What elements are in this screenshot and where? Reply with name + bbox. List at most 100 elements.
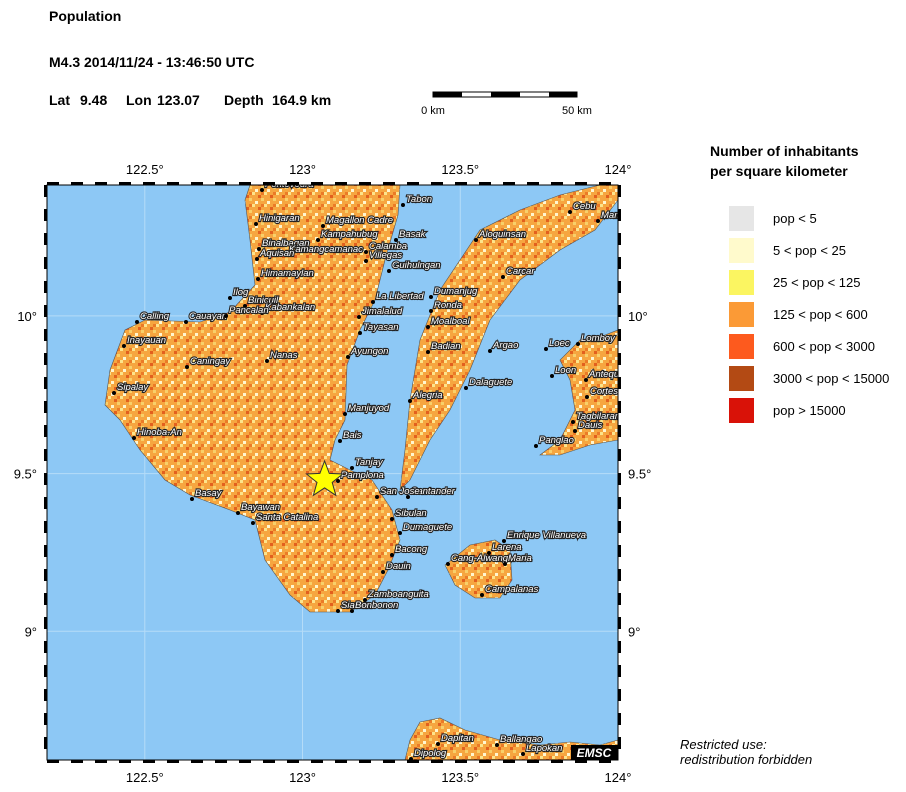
city-dot [224,314,228,318]
city-dot [251,521,255,525]
frame-band [618,497,621,509]
city-label: Mambaling [601,210,648,221]
title: Population [49,8,121,24]
frame-band [311,760,323,763]
x-tick-label: 124° [605,770,632,785]
frame-band [167,760,179,763]
frame-band [618,665,621,677]
city-dot [243,304,247,308]
frame-band [44,425,47,437]
x-tick-label: 123° [289,162,316,177]
frame-band [618,377,621,389]
frame-band [119,760,131,763]
cebu [399,185,618,491]
city-label: Calling [140,311,170,322]
frame-band [239,182,251,185]
city-label: Dauin [386,561,411,572]
city-label: Magallon Cadre [326,215,393,226]
legend-swatch [729,334,754,359]
y-tick-label: 9° [628,624,640,639]
city-dot [408,399,412,403]
legend-swatch [729,366,754,391]
frame-band [44,329,47,341]
city-dot [135,320,139,324]
bohol [539,329,618,456]
city-label: Lapokan [526,743,562,754]
city-dot [426,350,430,354]
lat-label: Lat [49,92,70,108]
scale-bar [432,91,578,98]
city-label: Dalaguete [469,377,512,388]
lat: 9.48 [80,92,107,108]
city-label: Moalboal [431,316,470,327]
legend-swatch [729,270,754,295]
frame-band [44,713,47,725]
frame-band [503,182,515,185]
city-dot [284,253,288,257]
frame-band [287,760,299,763]
frame-band [335,760,347,763]
x-tick-label: 122.5° [126,770,164,785]
city-dot [474,238,478,242]
frame-band [44,497,47,509]
footer: Restricted use: [680,737,767,752]
city-label: Ronda [434,300,462,311]
city-label: Larena [492,542,522,553]
city-dot [521,752,525,756]
frame-band [618,401,621,413]
legend-swatch [729,238,754,263]
frame-band [44,353,47,365]
frame-band [44,593,47,605]
city-dot [254,222,258,226]
city-dot [387,269,391,273]
frame-band [263,182,275,185]
city-dot [228,296,232,300]
city-dot [190,497,194,501]
city-label: Basay [195,488,223,499]
city-dot [409,757,413,760]
city-dot [584,378,588,382]
scale-end: 50 km [562,105,592,117]
city-label: Hinigaran [259,213,300,224]
frame-band [618,449,621,461]
city-label: Zamboanguita [367,589,429,600]
city-label: Bais [343,430,362,441]
city-dot [573,429,577,433]
city-label: Sipalay [117,382,149,393]
y-tick-label: 9.5° [628,467,651,482]
frame-band [311,182,323,185]
city-label: Dauis [578,420,603,431]
frame-band [618,233,621,245]
frame-band [431,182,443,185]
city-label: Loec [549,338,570,349]
city-dot [534,444,538,448]
city-label: Pamplona [341,470,384,481]
frame-band [599,760,611,763]
city-dot [236,511,240,515]
city-label: Panglao [539,435,574,446]
frame-band [618,257,621,269]
credit: EMSC [577,746,612,760]
frame-band [431,760,443,763]
axes: 122.5° 122.5° 123° 123° 123.5° 123.5° 124° 124°… [14,162,652,785]
frame-band [47,182,59,185]
city-dot [426,325,430,329]
frame-band [143,760,155,763]
frame-band [618,569,621,581]
city-label: Dumanjug [434,286,478,297]
frame-band [287,182,299,185]
city-dot [371,300,375,304]
frame-band [455,182,467,185]
city-label: Kampahubug [321,229,378,240]
city-label: Badian [431,341,461,352]
city-dot [571,420,575,424]
city-dot [390,517,394,521]
frame-band [44,233,47,245]
city-dot [316,238,320,242]
city-label: Guihulngan [392,260,441,271]
frame-band [618,305,621,317]
city-label: Pontevedra [265,179,314,190]
frame-band [44,281,47,293]
frame-band [407,760,419,763]
map: Pontevedra Tabon Hinigaran Magallon Cadre Al… [47,179,648,760]
